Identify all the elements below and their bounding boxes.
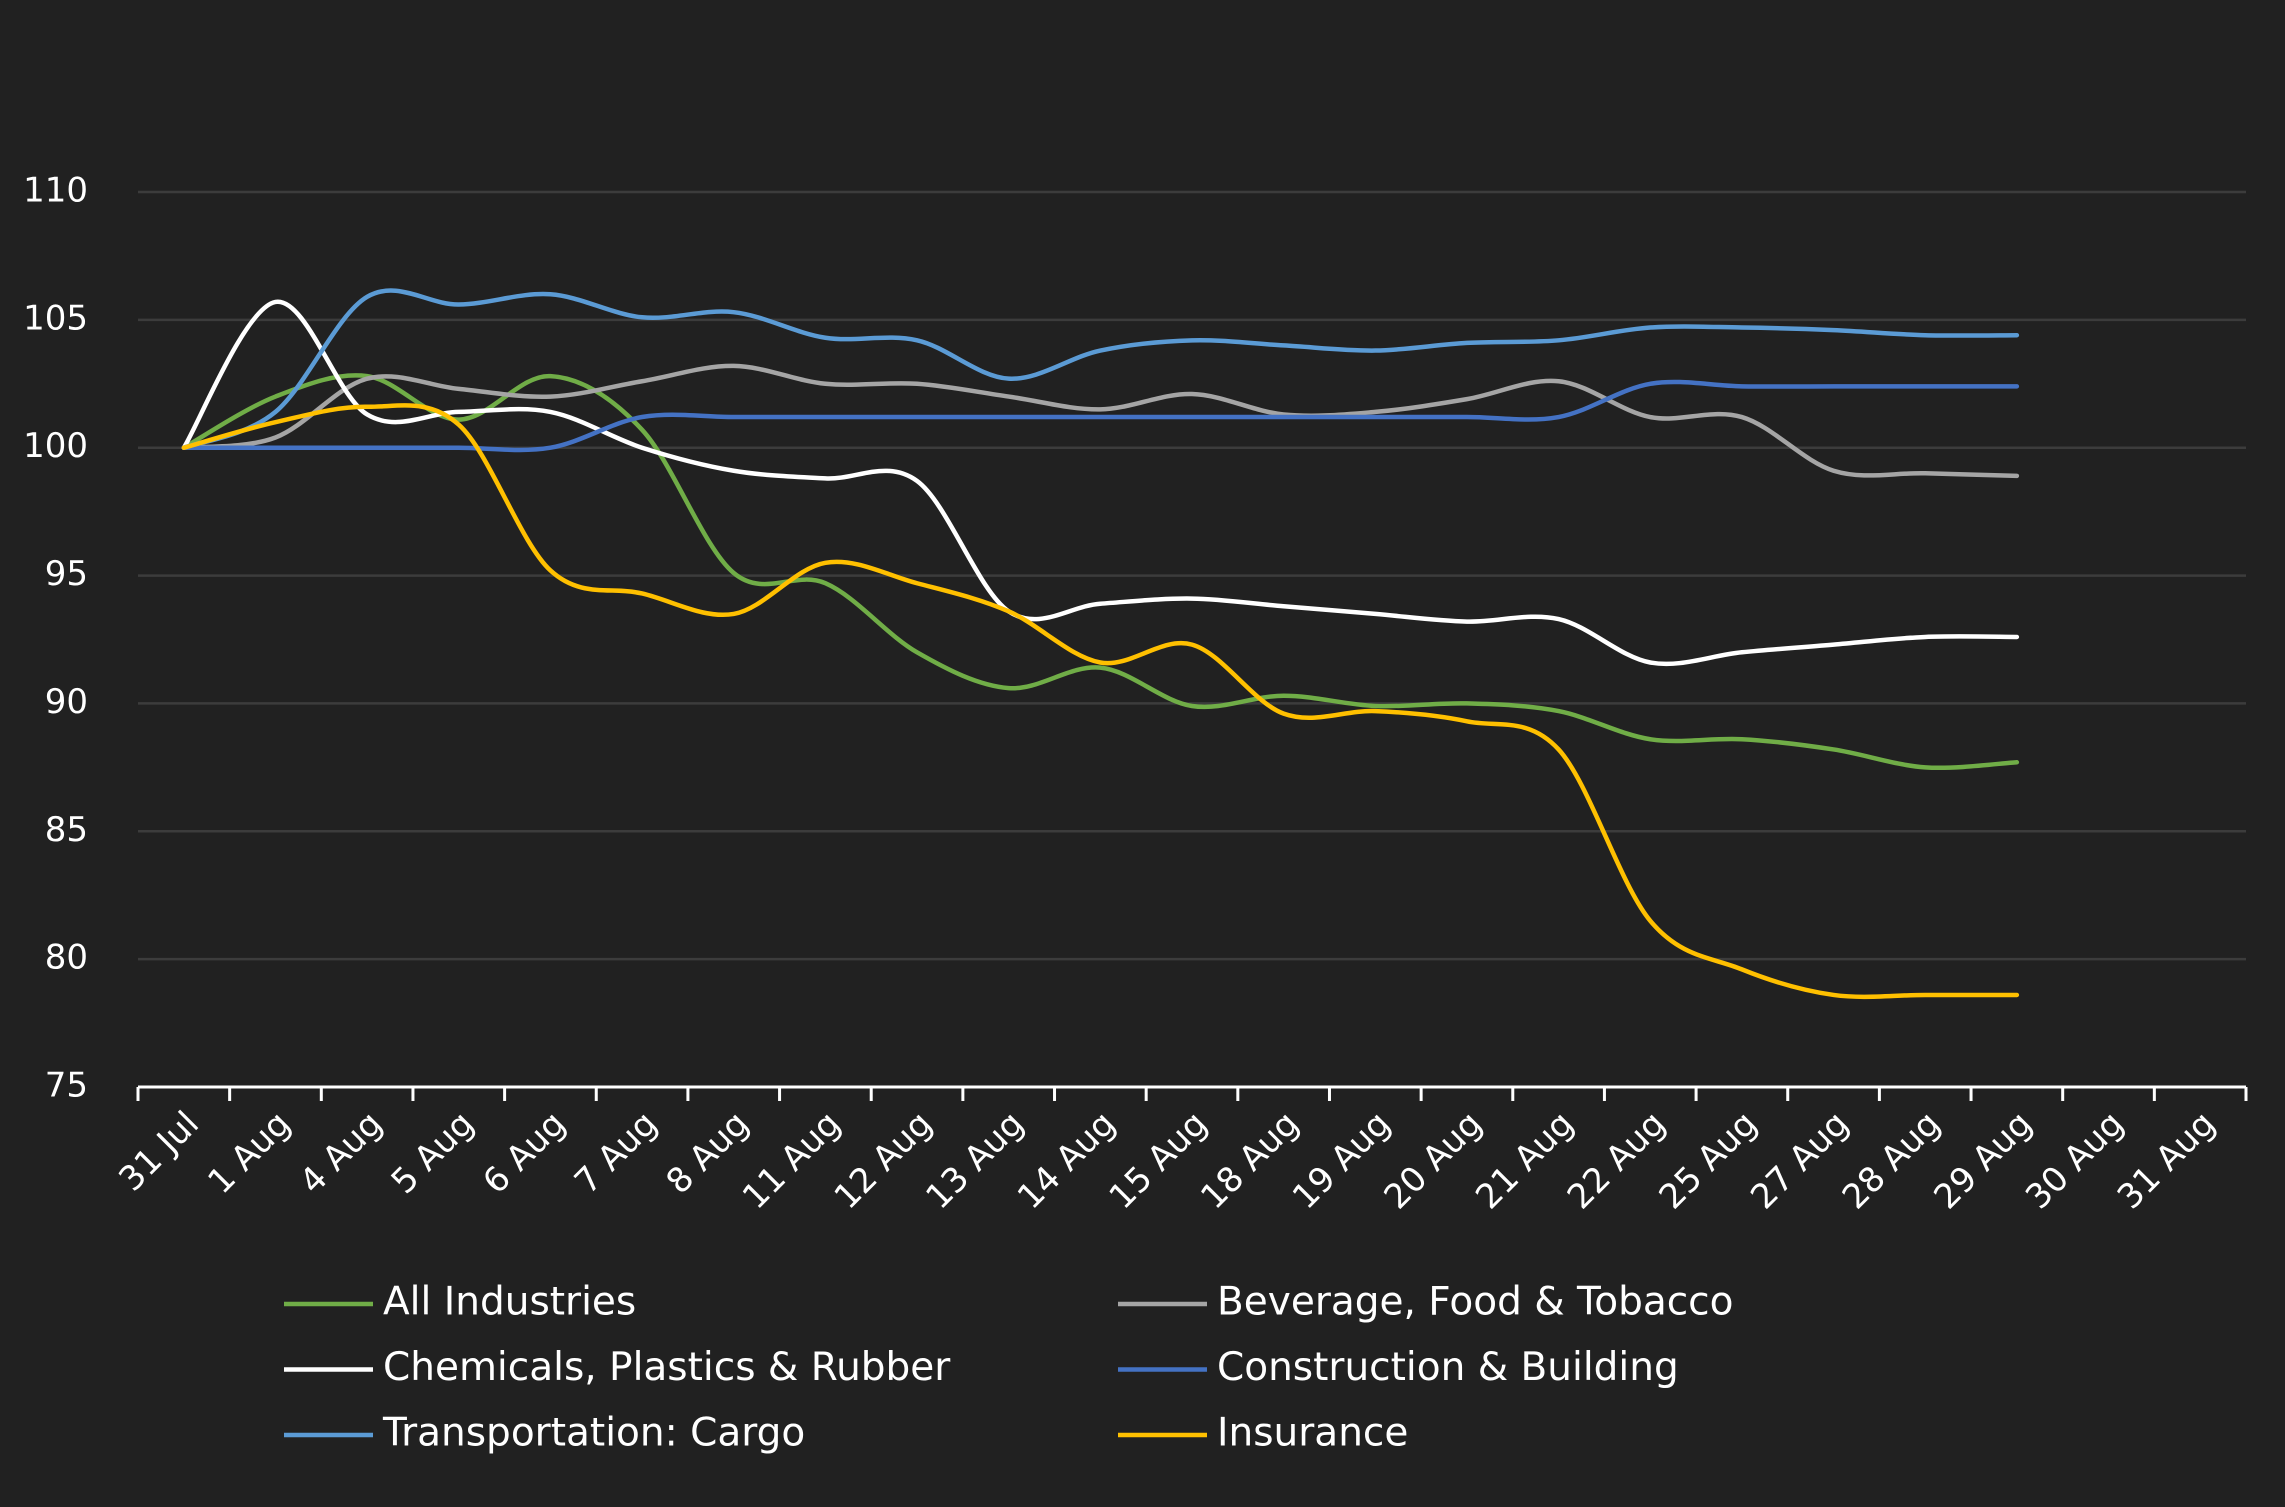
- y-tick-label: 105: [23, 298, 88, 338]
- legend-label: Construction & Building: [1217, 1345, 1679, 1390]
- x-tick-label: 5 Aug: [384, 1104, 482, 1202]
- x-tick-label: 31 Aug: [2110, 1104, 2223, 1217]
- y-tick-label: 75: [45, 1066, 88, 1106]
- y-tick-label: 80: [45, 938, 88, 978]
- y-tick-label: 85: [45, 810, 88, 850]
- series-line: [181, 288, 2020, 450]
- x-tick-label: 31 Jul: [111, 1104, 207, 1200]
- x-tick-label: 7 Aug: [567, 1104, 665, 1202]
- legend-label: Transportation: Cargo: [382, 1411, 805, 1456]
- x-tick-label: 28 Aug: [1835, 1104, 1948, 1217]
- y-tick-label: 100: [23, 426, 88, 466]
- series-line: [181, 373, 2020, 771]
- x-tick-label: 25 Aug: [1652, 1104, 1765, 1217]
- x-tick-label: 29 Aug: [1926, 1104, 2039, 1217]
- x-tick-label: 11 Aug: [735, 1104, 848, 1217]
- x-tick-label: 1 Aug: [200, 1104, 298, 1202]
- x-tick-label: 13 Aug: [918, 1104, 1031, 1217]
- legend-label: Beverage, Food & Tobacco: [1217, 1280, 1733, 1325]
- legend-label: All Industries: [383, 1280, 636, 1325]
- x-tick-label: 14 Aug: [1010, 1104, 1123, 1217]
- x-tick-label: 19 Aug: [1285, 1104, 1398, 1217]
- y-tick-label: 95: [45, 554, 88, 594]
- legend-label: Insurance: [1217, 1411, 1408, 1456]
- series-line: [181, 403, 2020, 1000]
- x-tick-label: 22 Aug: [1560, 1104, 1673, 1217]
- x-tick-label: 20 Aug: [1377, 1104, 1490, 1217]
- x-tick-label: 21 Aug: [1468, 1104, 1581, 1217]
- y-tick-label: 90: [45, 682, 88, 722]
- legend-label: Chemicals, Plastics & Rubber: [383, 1345, 951, 1390]
- x-tick-label: 6 Aug: [475, 1104, 573, 1202]
- series-line: [181, 363, 2020, 479]
- x-tick-label: 4 Aug: [292, 1104, 390, 1202]
- series-line: [181, 299, 2020, 667]
- y-tick-label: 110: [23, 171, 88, 211]
- x-tick-label: 12 Aug: [827, 1104, 940, 1217]
- x-tick-label: 15 Aug: [1102, 1104, 1215, 1217]
- x-tick-label: 30 Aug: [2018, 1104, 2131, 1217]
- series-line: [181, 379, 2020, 453]
- x-tick-label: 18 Aug: [1193, 1104, 1306, 1217]
- x-tick-label: 27 Aug: [1743, 1104, 1856, 1217]
